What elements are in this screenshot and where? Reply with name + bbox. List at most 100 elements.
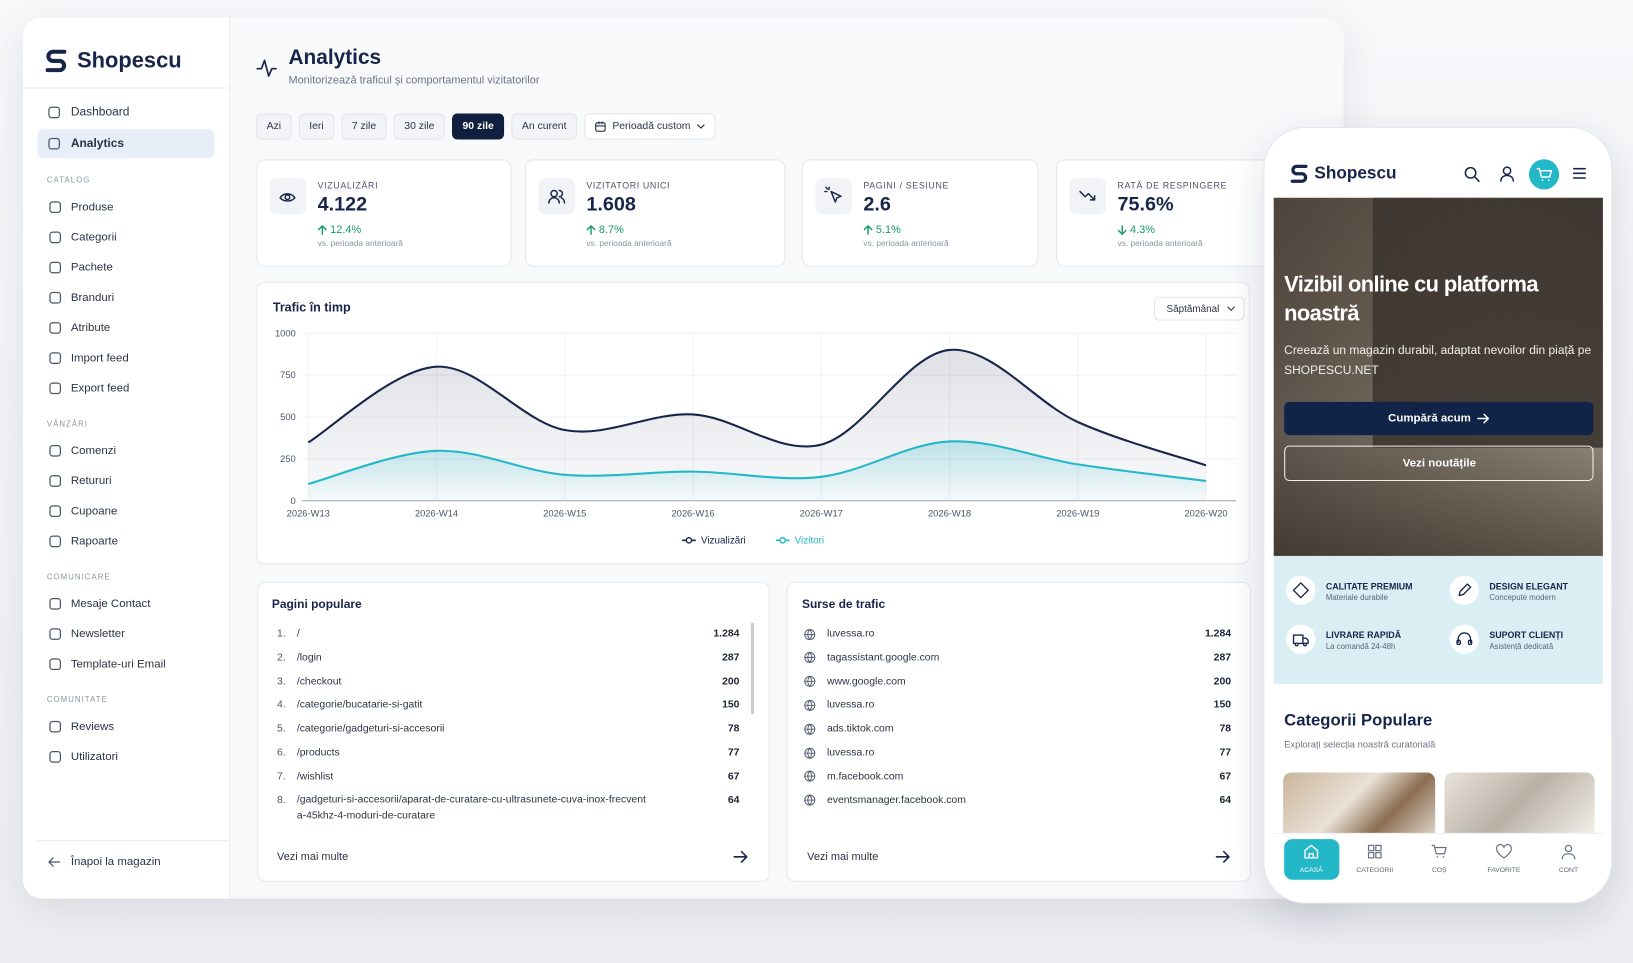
chevron [1227,306,1235,311]
nav-item[interactable]: Import feed [70,351,129,365]
granularity-dropdown[interactable]: Săptămânal [1153,296,1245,321]
filter-button[interactable]: 90 zile [452,113,505,140]
row-source[interactable]: tagassistant.google.com [826,652,940,664]
category-image[interactable] [1283,772,1436,833]
nav-group-title: VÂNZĂRI [46,419,89,429]
traffic-sources-card [786,581,1251,882]
nav-item[interactable]: Utilizatori [70,750,118,764]
row-source[interactable]: luvessa.ro [826,628,875,640]
x-tick-label: 2026-W15 [543,508,586,518]
tab-label[interactable]: CONT [1558,866,1579,875]
kpi-icon-bg [269,178,307,215]
y-tick-label: 0 [291,496,296,506]
change-arrow [586,225,596,235]
secondary-button[interactable]: Vezi noutățile [1284,445,1594,481]
nav-item[interactable]: Pachete [70,261,113,274]
globe-icon [804,747,816,759]
nav-item[interactable]: Export feed [70,382,130,395]
nav-item[interactable]: Template-uri Email [70,657,166,671]
page-title: Analytics [288,46,382,70]
nav-item[interactable]: Retururi [70,474,112,488]
back-link[interactable]: Înapoi la magazin [70,855,161,869]
globe-icon [804,794,816,806]
nav-icon [48,137,60,150]
filter-bar: Azi Ieri 7 zile 30 zile 90 zile An curent Peri… [256,113,777,140]
more-link[interactable]: Vezi mai multe [277,850,349,864]
row-source[interactable]: luvessa.ro [826,699,875,711]
hero-title: Vizibil online cu platforma noastră [1284,272,1538,326]
nav-item[interactable]: Rapoarte [70,535,118,548]
calendar-icon [595,121,606,132]
kpi-icon [1079,190,1096,201]
legend-label: Vizualizări [701,535,746,546]
filter-button[interactable]: An curent [511,113,577,140]
row-path[interactable]: /login [296,652,322,664]
filter-button[interactable]: Azi [256,113,292,140]
primary-button[interactable]: Cumpără acum [1284,401,1594,436]
kpi-label: VIZUALIZĂRI [317,180,379,191]
tab-label[interactable]: ACASĂ [1299,866,1323,875]
row-count: 67 [727,770,740,783]
filter-button[interactable]: 7 zile [341,113,387,140]
nav-icon [49,444,62,457]
row-rank: 7. [277,770,286,783]
tab-label[interactable]: CATEGORII [1356,866,1394,875]
nav-item[interactable]: Branduri [70,291,115,305]
kpi-value: 4.122 [317,193,368,216]
row-source[interactable]: m.facebook.com [826,770,904,783]
row-path[interactable]: /wishlist [296,770,334,783]
row-source[interactable]: luvessa.ro [826,746,875,759]
tab-label[interactable]: COȘ [1432,866,1447,875]
row-count: 78 [1219,723,1232,735]
row-path[interactable]: /products [296,746,340,759]
search-icon [1464,166,1480,182]
feature-title: LIVRARE RAPIDĂ [1325,629,1402,641]
custom-period-button[interactable]: Perioadă custom [584,113,716,140]
more-link[interactable]: Vezi mai multe [807,850,879,864]
kpi-label: VIZITATORI UNICI [586,180,671,191]
nav-item[interactable]: Atribute [70,321,111,335]
row-source[interactable]: www.google.com [826,675,906,688]
x-tick-label: 2026-W13 [287,508,330,518]
globe-icon [804,628,816,640]
nav-icon [49,231,62,244]
kpi-note: vs. perioada anterioară [863,238,949,249]
cart-button[interactable] [1528,159,1560,190]
row-path[interactable]: /checkout [296,675,342,688]
back-icon [48,857,60,867]
nav-item[interactable]: Produse [70,200,114,214]
nav-icon [49,475,62,487]
row-source[interactable]: ads.tiktok.com [826,723,894,735]
nav-item[interactable]: Analytics [70,137,125,150]
nav-item[interactable]: Reviews [70,720,115,733]
feature-title: DESIGN ELEGANT [1489,580,1569,592]
custom-period-label: Perioadă custom [612,120,691,133]
row-path[interactable]: / [296,628,300,640]
area-fill [308,441,1207,501]
filter-button[interactable]: 30 zile [393,113,445,140]
row-path[interactable]: /categorie/bucatarie-si-gatit [296,699,423,711]
nav-item[interactable]: Comenzi [70,444,117,458]
feature-icon-bg [1286,575,1316,605]
nav-item[interactable]: Newsletter [70,627,125,641]
nav-item[interactable]: Dashboard [70,106,130,119]
tab-icon [1367,844,1382,859]
kpi-note: vs. perioada anterioară [1117,238,1203,249]
tab-label[interactable]: FAVORITE [1487,866,1521,875]
row-source[interactable]: eventsmanager.facebook.com [826,794,966,806]
chart-title: Trafic în timp [272,299,351,315]
kpi-icon [279,193,296,202]
row-count: 287 [722,652,740,664]
nav-icon [49,628,62,640]
nav-icon [49,261,62,274]
card-title: Surse de trafic [801,598,886,612]
nav-item[interactable]: Categorii [70,231,117,244]
kpi-value: 75.6% [1117,193,1174,216]
nav-item[interactable]: Cupoane [70,504,118,518]
section-subtitle: Explorați selecția noastră curatorială [1284,739,1436,750]
filter-button[interactable]: Ieri [298,113,335,140]
category-image[interactable] [1444,772,1595,833]
row-path[interactable]: /gadgeturi-si-accesorii/aparat-de-curata… [296,793,646,822]
nav-item[interactable]: Mesaje Contact [70,597,151,611]
row-path[interactable]: /categorie/gadgeturi-si-accesorii [296,723,445,735]
